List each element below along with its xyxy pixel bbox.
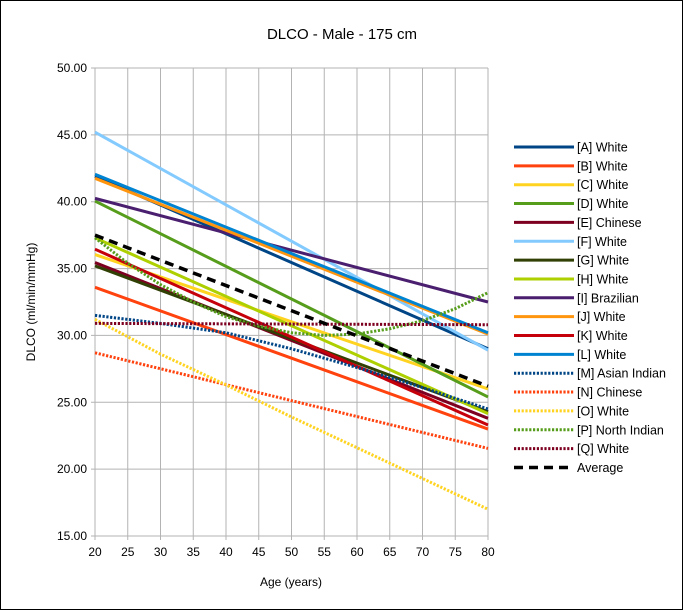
y-tick-label: 30.00 bbox=[57, 328, 87, 342]
x-tick-label: 50 bbox=[285, 545, 299, 559]
legend-label: [B] White bbox=[577, 159, 628, 173]
x-tick-label: 70 bbox=[416, 545, 430, 559]
series-line bbox=[94, 172, 489, 335]
legend-label: [K] White bbox=[577, 329, 628, 343]
y-tick-label: 20.00 bbox=[57, 462, 87, 476]
series-line bbox=[94, 247, 489, 427]
x-tick-label: 80 bbox=[481, 545, 495, 559]
y-axis-label: DLCO (ml/min/mmHg) bbox=[24, 243, 38, 362]
x-tick-label: 20 bbox=[88, 545, 102, 559]
chart-title: DLCO - Male - 175 cm bbox=[267, 26, 417, 43]
legend-label: Average bbox=[577, 461, 623, 475]
x-tick-label: 30 bbox=[154, 545, 168, 559]
series-group bbox=[94, 130, 489, 511]
x-axis-label: Age (years) bbox=[260, 575, 322, 589]
legend-label: [F] White bbox=[577, 235, 627, 249]
series-line bbox=[94, 176, 489, 336]
series-line bbox=[94, 285, 489, 431]
y-tick-label: 25.00 bbox=[57, 395, 87, 409]
legend-label: [Q] White bbox=[577, 442, 629, 456]
x-tick-label: 75 bbox=[449, 545, 463, 559]
x-tick-label: 45 bbox=[252, 545, 266, 559]
legend-label: [N] Chinese bbox=[577, 386, 642, 400]
legend-label: [L] White bbox=[577, 348, 626, 362]
legend-label: [I] Brazilian bbox=[577, 291, 639, 305]
series-line bbox=[94, 233, 489, 388]
series-line bbox=[94, 196, 489, 304]
y-tick-label: 40.00 bbox=[57, 195, 87, 209]
y-tick-label: 50.00 bbox=[57, 61, 87, 75]
legend-label: [E] Chinese bbox=[577, 216, 642, 230]
x-tick-label: 55 bbox=[318, 545, 332, 559]
legend-label: [C] White bbox=[577, 178, 628, 192]
legend-label: [M] Asian Indian bbox=[577, 367, 666, 381]
legend-label: [A] White bbox=[577, 141, 628, 155]
series-line bbox=[94, 321, 489, 327]
series-line bbox=[94, 199, 489, 399]
legend-label: [J] White bbox=[577, 310, 626, 324]
series-line bbox=[94, 351, 489, 450]
legend: [A] White [B] White [C] White [D] White [E] … bbox=[514, 141, 666, 475]
series-line bbox=[94, 236, 489, 337]
series-line bbox=[94, 236, 489, 416]
y-tick-label: 35.00 bbox=[57, 262, 87, 276]
x-tick-label: 25 bbox=[121, 545, 135, 559]
y-tick-label: 45.00 bbox=[57, 128, 87, 142]
x-tick-label: 65 bbox=[383, 545, 397, 559]
legend-label: [O] White bbox=[577, 404, 629, 418]
x-tick-label: 60 bbox=[350, 545, 364, 559]
series-line bbox=[94, 318, 489, 511]
grid: 20 25 30 35 40 45 50 55 60 65 70 75 80 15.00 20.00 25.0… bbox=[57, 61, 495, 559]
legend-label: [G] White bbox=[577, 254, 629, 268]
legend-label: [H] White bbox=[577, 272, 628, 286]
x-tick-label: 35 bbox=[187, 545, 201, 559]
x-tick-label: 40 bbox=[219, 545, 233, 559]
y-tick-label: 15.00 bbox=[57, 529, 87, 543]
series-line bbox=[94, 130, 489, 352]
legend-label: [P] North Indian bbox=[577, 423, 664, 437]
legend-label: [D] White bbox=[577, 197, 628, 211]
series-line bbox=[94, 261, 489, 420]
